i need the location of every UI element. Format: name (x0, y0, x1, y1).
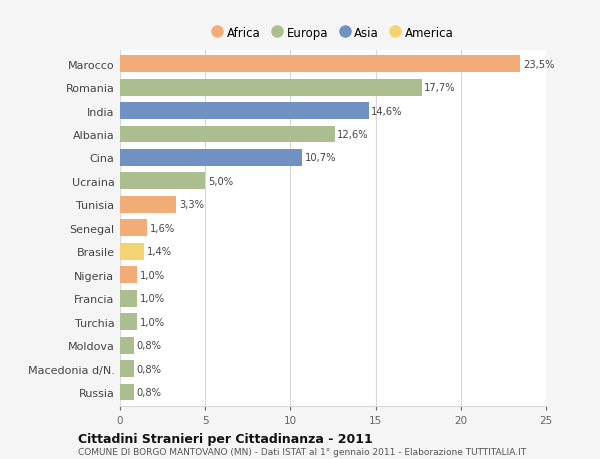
Text: 1,0%: 1,0% (140, 270, 165, 280)
Text: COMUNE DI BORGO MANTOVANO (MN) - Dati ISTAT al 1° gennaio 2011 - Elaborazione TU: COMUNE DI BORGO MANTOVANO (MN) - Dati IS… (78, 447, 526, 456)
Text: 10,7%: 10,7% (305, 153, 337, 163)
Text: 1,0%: 1,0% (140, 317, 165, 327)
Legend: Africa, Europa, Asia, America: Africa, Europa, Asia, America (210, 24, 456, 42)
Bar (120, 267, 137, 284)
Bar (120, 384, 134, 401)
Text: 3,3%: 3,3% (179, 200, 204, 210)
Bar (120, 290, 137, 307)
Bar (120, 243, 144, 260)
Bar (120, 126, 335, 143)
Bar (120, 196, 176, 213)
Text: 5,0%: 5,0% (208, 177, 233, 186)
Text: 1,0%: 1,0% (140, 294, 165, 303)
Text: 0,8%: 0,8% (136, 387, 161, 397)
Bar (120, 337, 134, 354)
Bar (120, 56, 520, 73)
Bar (120, 220, 147, 237)
Text: 0,8%: 0,8% (136, 341, 161, 350)
Text: 23,5%: 23,5% (523, 60, 554, 69)
Text: 17,7%: 17,7% (424, 83, 456, 93)
Text: 1,4%: 1,4% (146, 247, 172, 257)
Bar (120, 103, 369, 120)
Bar (120, 150, 302, 167)
Text: 12,6%: 12,6% (337, 130, 369, 140)
Text: 1,6%: 1,6% (150, 224, 175, 233)
Text: 0,8%: 0,8% (136, 364, 161, 374)
Text: 14,6%: 14,6% (371, 106, 403, 116)
Bar (120, 360, 134, 377)
Bar (120, 173, 205, 190)
Bar (120, 313, 137, 330)
Bar (120, 79, 422, 96)
Text: Cittadini Stranieri per Cittadinanza - 2011: Cittadini Stranieri per Cittadinanza - 2… (78, 432, 373, 445)
